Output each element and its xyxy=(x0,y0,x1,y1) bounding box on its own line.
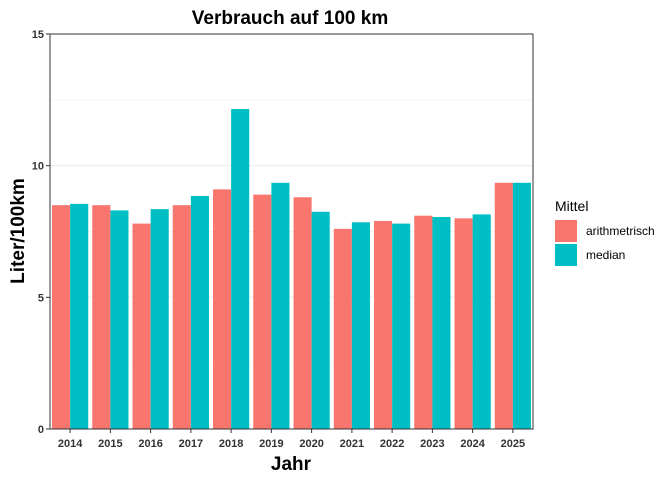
bar-arithmetrisch-2016 xyxy=(132,223,151,429)
plot-panel-border xyxy=(49,33,534,430)
x-tick-label: 2015 xyxy=(98,438,122,450)
bar-median-2024 xyxy=(472,214,491,429)
bar-arithmetrisch-2021 xyxy=(333,228,352,429)
bar-arithmetrisch-2025 xyxy=(494,182,513,429)
x-axis-title: Jahr xyxy=(271,454,312,475)
x-tick-label: 2024 xyxy=(460,438,485,450)
bar-arithmetrisch-2024 xyxy=(454,218,473,429)
y-tick-label: 0 xyxy=(38,424,44,436)
legend-label-median: median xyxy=(586,248,625,262)
bar-median-2017 xyxy=(190,195,209,429)
y-tick-label: 15 xyxy=(32,29,44,41)
legend-key-arithmetrisch xyxy=(555,220,577,242)
bar-median-2022 xyxy=(392,223,411,429)
legend: Mittel arithmetrisch median xyxy=(555,198,655,266)
bar-arithmetrisch-2019 xyxy=(253,194,272,429)
chart-title: Verbrauch auf 100 km xyxy=(192,8,388,29)
bar-median-2014 xyxy=(70,203,89,429)
y-tick-label: 5 xyxy=(38,292,44,304)
x-tick-label: 2023 xyxy=(420,438,444,450)
x-tick-label: 2019 xyxy=(259,438,283,450)
x-tick-label: 2022 xyxy=(380,438,404,450)
y-tick-label: 10 xyxy=(32,161,44,173)
x-tick-label: 2016 xyxy=(138,438,162,450)
bar-arithmetrisch-2023 xyxy=(414,215,433,429)
bar-median-2016 xyxy=(150,209,169,429)
bar-median-2019 xyxy=(271,182,290,429)
legend-title: Mittel xyxy=(555,198,588,214)
bar-arithmetrisch-2022 xyxy=(374,220,393,429)
bar-median-2018 xyxy=(231,109,250,430)
bar-arithmetrisch-2015 xyxy=(92,205,111,429)
bars xyxy=(52,109,531,430)
legend-key-median xyxy=(555,244,577,266)
x-tick-label: 2021 xyxy=(340,438,364,450)
bar-arithmetrisch-2020 xyxy=(293,197,312,429)
bar-arithmetrisch-2018 xyxy=(213,189,232,429)
x-tick-label: 2020 xyxy=(299,438,323,450)
x-tick-label: 2025 xyxy=(501,438,525,450)
y-axis-title: Liter/100km xyxy=(8,178,29,284)
bar-median-2023 xyxy=(432,217,451,429)
bar-median-2025 xyxy=(512,182,531,429)
x-axis: 2014 2015 2016 2017 2018 2019 2020 2021 2022 2023… xyxy=(58,429,525,450)
bar-arithmetrisch-2014 xyxy=(52,205,71,429)
y-axis: 0 5 10 15 xyxy=(32,29,50,436)
x-tick-label: 2014 xyxy=(58,438,83,450)
bar-arithmetrisch-2017 xyxy=(172,205,191,429)
bar-median-2020 xyxy=(311,211,330,429)
x-tick-label: 2017 xyxy=(179,438,203,450)
x-tick-label: 2018 xyxy=(219,438,243,450)
legend-label-arithmetrisch: arithmetrisch xyxy=(586,224,655,238)
bar-median-2021 xyxy=(351,222,370,429)
bar-median-2015 xyxy=(110,210,129,429)
